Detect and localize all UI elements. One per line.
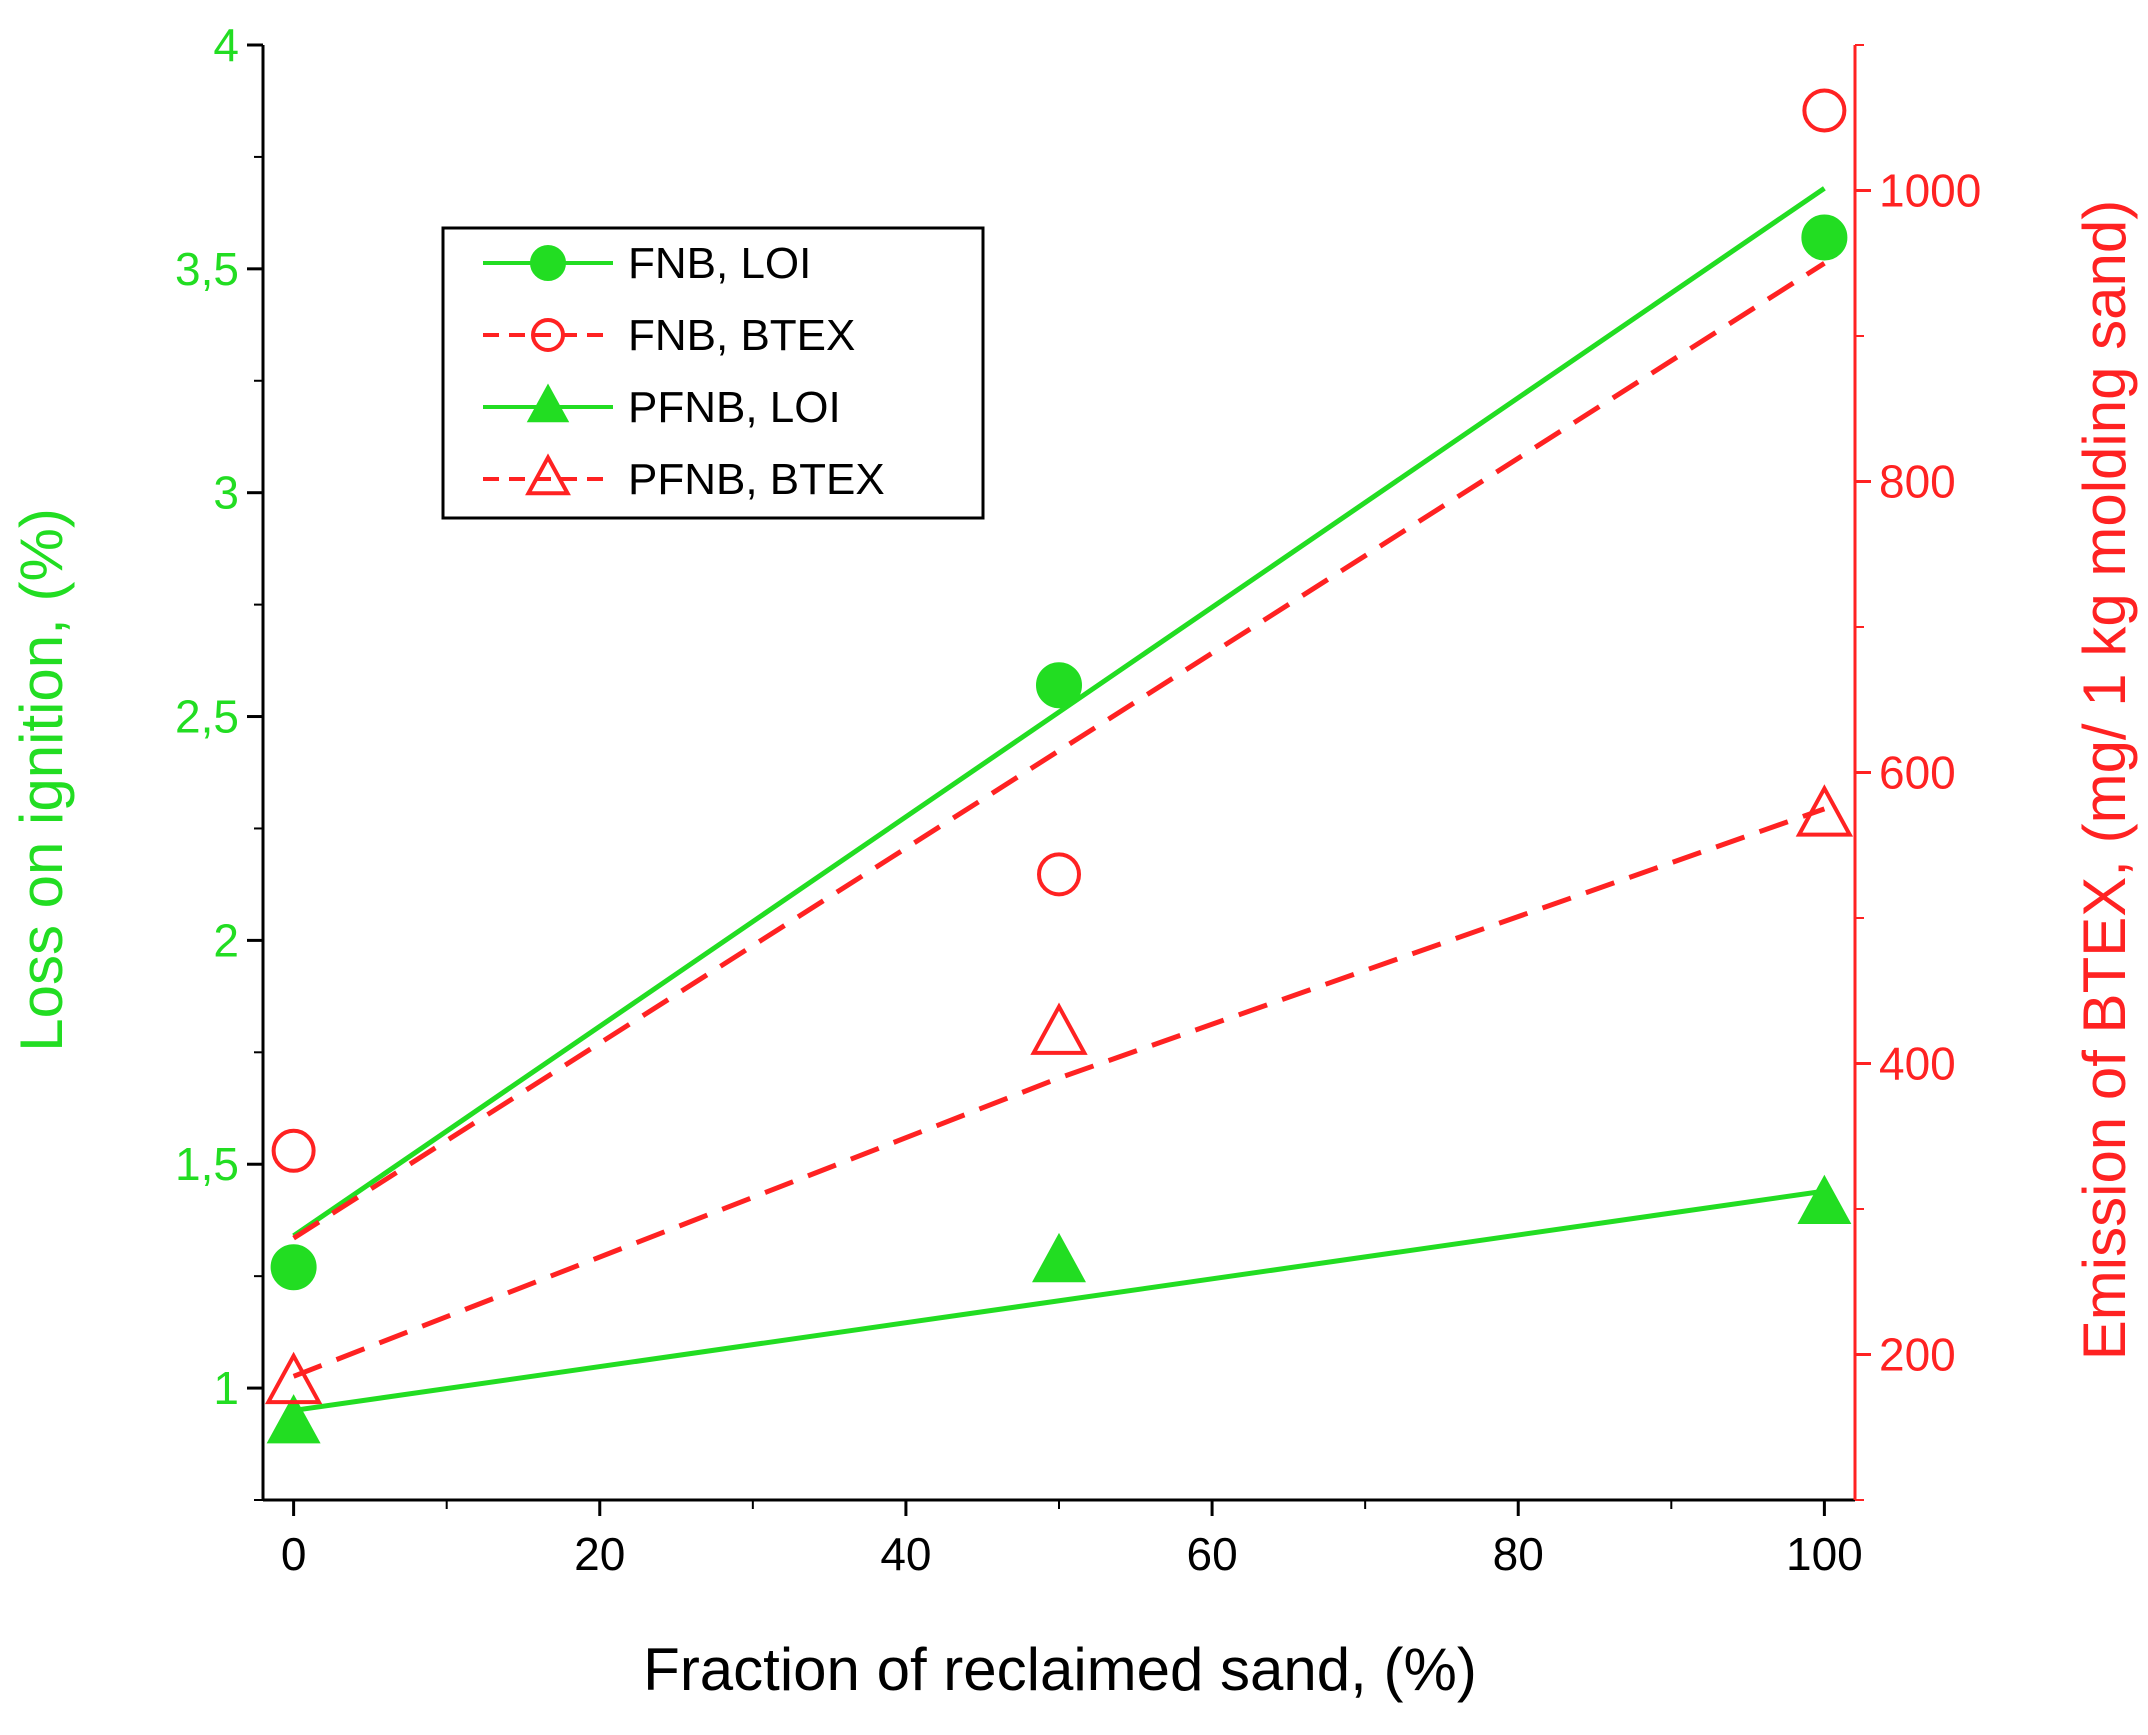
y-left-tick-label: 4	[213, 19, 239, 71]
data-point-series-0	[1801, 214, 1848, 261]
data-point-series-1	[271, 1128, 316, 1173]
legend-label-2: PFNB, LOI	[628, 383, 841, 432]
legend-label-1: FNB, BTEX	[628, 311, 855, 360]
x-tick-label: 60	[1186, 1528, 1237, 1580]
y-left-tick-label: 2	[213, 914, 239, 966]
x-tick-label: 40	[880, 1528, 931, 1580]
y-left-tick-label: 3,5	[175, 243, 239, 295]
legend-label-0: FNB, LOI	[628, 239, 811, 288]
x-tick-label: 100	[1786, 1528, 1863, 1580]
x-tick-label: 20	[574, 1528, 625, 1580]
data-point-series-3	[264, 1351, 323, 1405]
fit-line-series-0	[292, 186, 1826, 1238]
x-axis-title: Fraction of reclaimed sand, (%)	[643, 1636, 1477, 1703]
fit-line-series-3	[292, 806, 1826, 1379]
y-left-tick-label: 3	[213, 467, 239, 519]
y-right-tick-label: 200	[1879, 1329, 1956, 1381]
data-point-series-1	[1802, 88, 1847, 133]
legend-swatch-marker-3	[525, 453, 571, 496]
fit-line-series-1	[292, 261, 1826, 1241]
y-left-axis-title: Loss on ignition, (%)	[8, 508, 75, 1052]
legend-swatch-marker-2	[526, 383, 570, 423]
legend-swatch-marker-0	[530, 245, 566, 281]
data-point-series-2	[266, 1394, 321, 1444]
fit-line-series-2	[293, 1188, 1825, 1413]
x-tick-label: 80	[1493, 1528, 1544, 1580]
legend-swatch-marker-1	[531, 318, 565, 352]
y-right-tick-label: 800	[1879, 456, 1956, 508]
y-right-axis-title: Emission of BTEX, (mg/ 1 kg molding sand…	[2071, 200, 2138, 1360]
y-left-tick-label: 1,5	[175, 1138, 239, 1190]
data-point-series-3	[1795, 784, 1854, 837]
y-left-tick-label: 1	[213, 1362, 239, 1414]
legend-box	[441, 226, 985, 520]
legend-label-3: PFNB, BTEX	[628, 455, 885, 504]
x-tick-label: 0	[281, 1528, 307, 1580]
data-point-series-0	[1036, 662, 1082, 709]
data-point-series-2	[1032, 1232, 1086, 1283]
data-point-series-0	[270, 1244, 317, 1291]
data-point-series-2	[1797, 1174, 1852, 1225]
data-point-series-1	[1037, 852, 1081, 897]
y-right-tick-label: 600	[1879, 747, 1956, 799]
y-right-tick-label: 400	[1879, 1038, 1956, 1090]
data-point-series-3	[1030, 1002, 1088, 1055]
y-left-tick-label: 2,5	[175, 691, 239, 743]
y-right-tick-label: 1000	[1879, 165, 1981, 217]
